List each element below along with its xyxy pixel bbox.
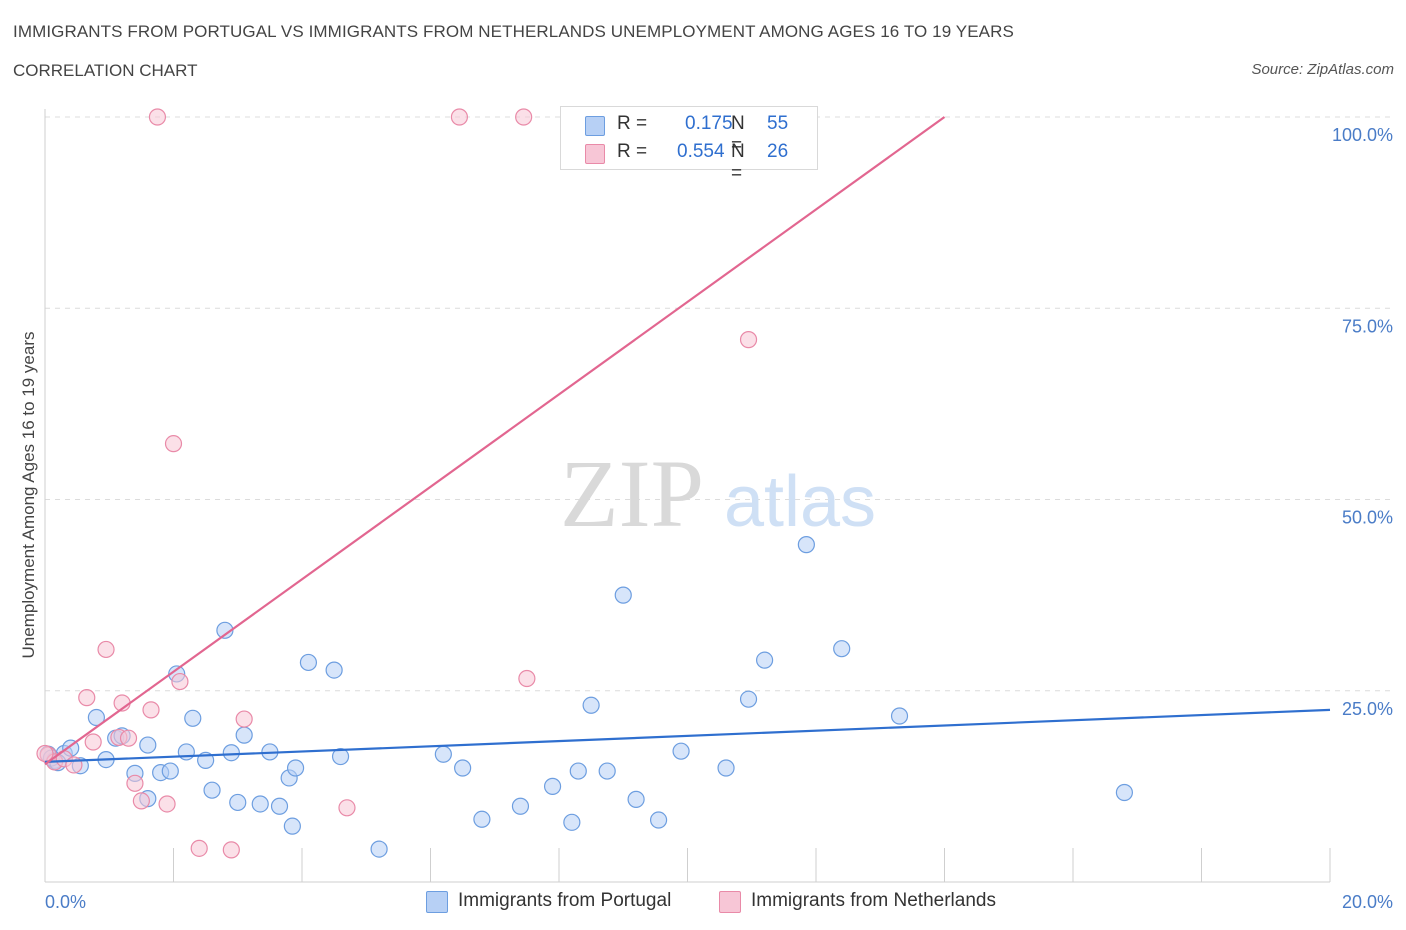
netherlands-trend-line <box>44 116 946 766</box>
netherlands-point <box>97 640 115 659</box>
portugal-point <box>203 781 221 799</box>
portugal-point <box>434 745 452 763</box>
portugal-point <box>331 747 350 766</box>
netherlands-swatch <box>719 891 741 913</box>
netherlands-point <box>164 435 183 453</box>
netherlands-point <box>84 733 102 751</box>
netherlands-point <box>65 756 83 774</box>
n-value: 55 <box>767 113 789 134</box>
portugal-point <box>598 762 616 780</box>
netherlands-point <box>119 729 138 747</box>
r-value: 0.554 <box>677 141 725 162</box>
portugal-point <box>569 762 587 780</box>
n-value: 26 <box>767 141 789 162</box>
netherlands-point <box>450 108 469 126</box>
portugal-point <box>755 651 774 669</box>
portugal-point <box>286 759 305 777</box>
portugal-point <box>229 793 247 812</box>
portugal-point <box>299 653 318 672</box>
portugal-point <box>235 726 253 744</box>
netherlands-point <box>148 108 167 126</box>
gridlines <box>45 116 1392 692</box>
portugal-point <box>649 811 668 829</box>
portugal-point <box>370 840 388 858</box>
netherlands-point <box>171 672 189 691</box>
portugal-point <box>627 790 645 808</box>
source-credit: Source: ZipAtlas.com <box>1251 61 1394 78</box>
y-axis-label: Unemployment Among Ages 16 to 19 years <box>19 332 38 659</box>
netherlands-point <box>338 799 356 817</box>
y-tick-label: 50.0% <box>1342 508 1393 528</box>
netherlands-point <box>518 669 536 688</box>
portugal-point <box>672 742 690 760</box>
portugal-point <box>511 797 530 815</box>
portugal-point <box>270 797 289 815</box>
portugal-point <box>543 777 562 795</box>
portugal-point <box>87 708 106 727</box>
portugal-point <box>184 709 202 727</box>
x-tick-label: 20.0% <box>1342 892 1393 912</box>
stats-legend: R = 0.175 N = 55 R = 0.554 N = 26 <box>560 106 818 184</box>
netherlands-point <box>126 774 144 792</box>
portugal-point <box>222 744 240 762</box>
portugal-point <box>582 696 600 714</box>
legend-label: Immigrants from Portugal <box>458 890 672 911</box>
watermark: ZIP atlas <box>560 440 876 547</box>
legend-label: Immigrants from Netherlands <box>751 890 996 911</box>
x-tick-label: 0.0% <box>45 892 86 912</box>
r-value: 0.175 <box>685 113 733 134</box>
y-tick-label: 25.0% <box>1342 699 1393 719</box>
netherlands-point <box>142 701 160 719</box>
portugal-point <box>833 640 851 658</box>
netherlands-point <box>158 795 176 813</box>
netherlands-point <box>132 792 150 810</box>
y-tick-label: 75.0% <box>1342 316 1393 336</box>
netherlands-point <box>235 710 253 728</box>
portugal-point <box>139 736 157 754</box>
portugal-point <box>283 817 301 835</box>
r-label: R = <box>617 141 648 162</box>
portugal-point <box>177 743 195 761</box>
netherlands-point <box>78 689 96 707</box>
data-points <box>36 108 1134 859</box>
portugal-point <box>161 762 179 780</box>
portugal-swatch <box>585 116 605 136</box>
portugal-swatch <box>426 891 448 913</box>
portugal-trend-line <box>44 708 1331 763</box>
portugal-point <box>890 707 909 725</box>
netherlands-point <box>739 331 758 349</box>
portugal-point <box>454 759 472 777</box>
r-label: R = <box>617 113 648 134</box>
y-tick-label: 100.0% <box>1332 125 1393 145</box>
trend-lines <box>44 116 1331 766</box>
netherlands-point <box>190 839 208 857</box>
tick-labels: 25.0% 50.0% 75.0% 100.0% 0.0% 20.0% <box>45 125 1393 912</box>
watermark-atlas: atlas <box>724 462 876 542</box>
netherlands-swatch <box>585 144 605 164</box>
portugal-point <box>1115 783 1134 802</box>
n-label: N = <box>731 141 745 184</box>
portugal-point <box>797 536 815 554</box>
watermark-zip: ZIP <box>560 440 704 547</box>
chart-title: IMMIGRANTS FROM PORTUGAL VS IMMIGRANTS F… <box>13 22 1014 41</box>
netherlands-point <box>515 108 533 126</box>
portugal-point <box>473 810 491 828</box>
portugal-point <box>563 813 581 831</box>
portugal-point <box>739 690 758 708</box>
portugal-point <box>325 661 343 679</box>
n-label: N = <box>731 113 745 156</box>
portugal-point <box>614 586 632 604</box>
portugal-point <box>717 759 735 777</box>
netherlands-point <box>222 841 240 859</box>
portugal-point <box>251 795 269 813</box>
chart-subtitle: CORRELATION CHART <box>13 61 198 80</box>
